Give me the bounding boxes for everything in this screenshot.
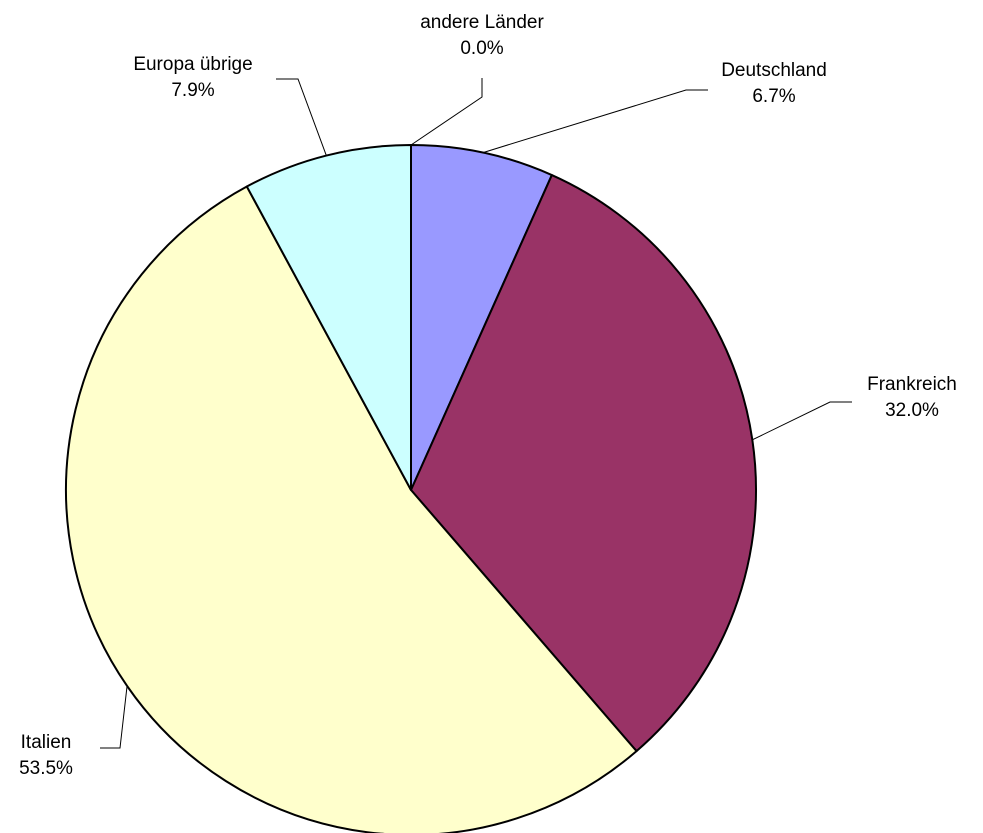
pie-slice-italien — [65, 185, 638, 833]
leader-line-frankreich — [752, 401, 852, 441]
leader-lines — [100, 78, 852, 749]
slice-label-frankreich: Frankreich 32.0% — [842, 372, 982, 424]
slice-percent-europa-uebrige: 7.9% — [171, 80, 215, 101]
pie-slice-frankreich — [410, 174, 757, 753]
slice-label-deutschland: Deutschland 6.7% — [686, 58, 862, 110]
leader-line-europa-uebrige — [276, 78, 327, 156]
slice-name-andere-laender: andere Länder — [420, 12, 544, 33]
leader-line-andere-laender — [410, 78, 483, 146]
slice-percent-andere-laender: 0.0% — [460, 38, 504, 59]
slice-name-europa-uebrige: Europa übrige — [133, 54, 253, 75]
slice-name-frankreich: Frankreich — [867, 374, 957, 395]
slice-percent-frankreich: 32.0% — [885, 400, 939, 421]
leader-line-italien — [100, 685, 128, 749]
slice-name-deutschland: Deutschland — [721, 60, 827, 81]
slice-percent-deutschland: 6.7% — [752, 86, 796, 107]
leader-line-deutschland — [482, 89, 708, 154]
slice-name-italien: Italien — [20, 732, 72, 753]
slice-label-andere-laender: andere Länder 0.0% — [382, 10, 582, 62]
slice-label-italien: Italien 53.5% — [0, 730, 92, 782]
pie-slices — [65, 144, 757, 833]
slice-label-europa-uebrige: Europa übrige 7.9% — [100, 52, 286, 104]
slice-percent-italien: 53.5% — [19, 758, 73, 779]
